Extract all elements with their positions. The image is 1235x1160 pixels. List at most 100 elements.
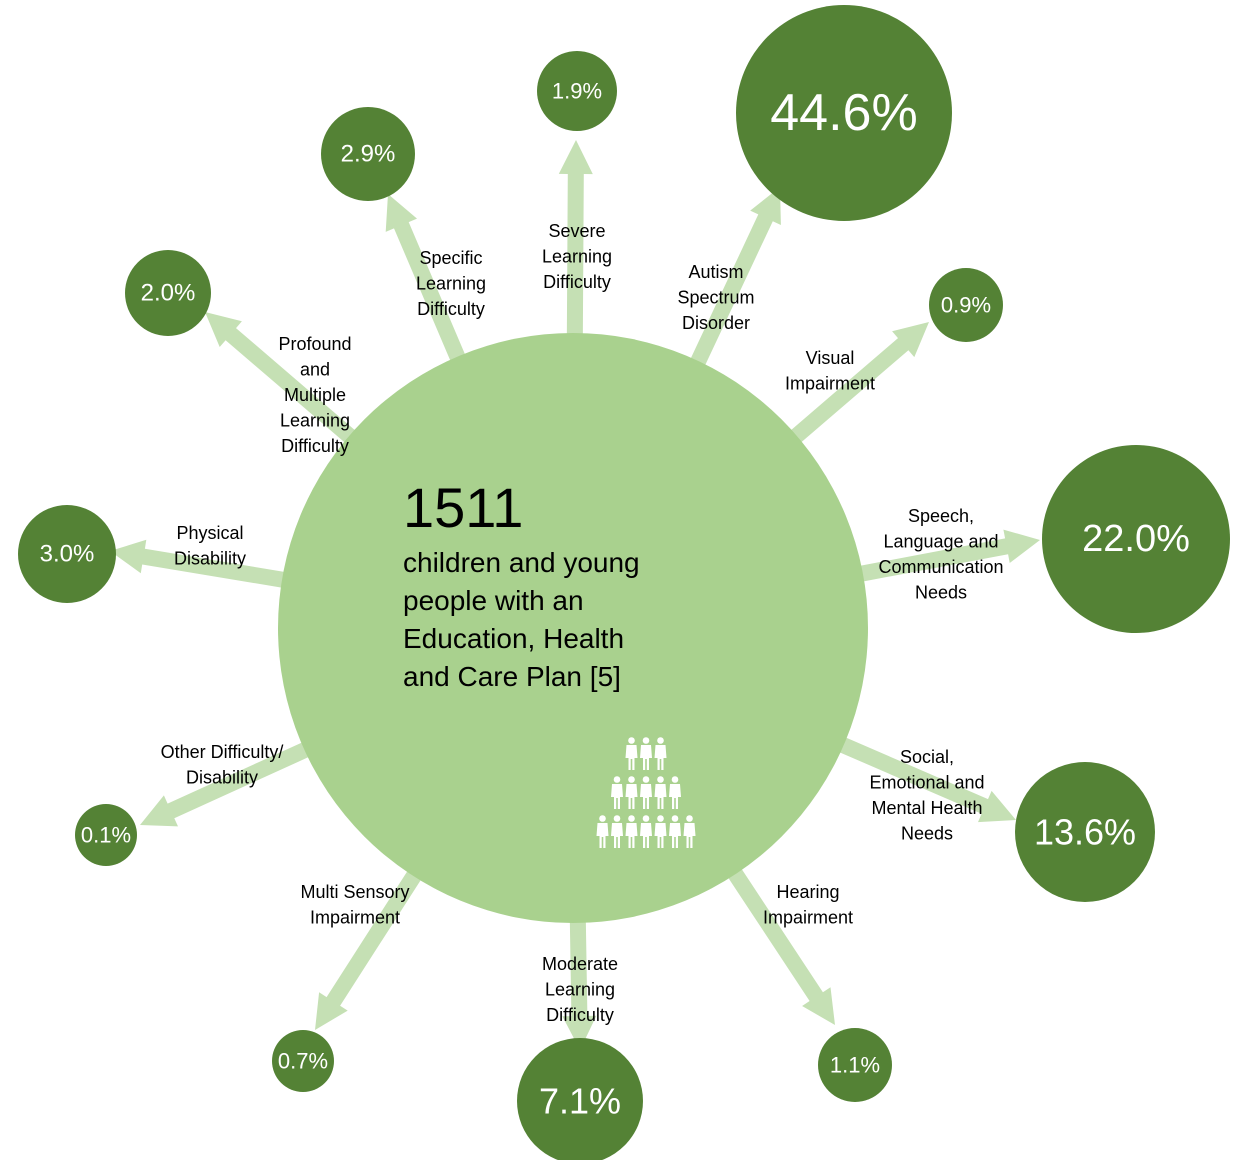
category-label-mld: Moderate Learning Difficulty: [542, 954, 618, 1025]
category-label-line: Impairment: [785, 374, 875, 394]
category-label-spld: Specific Learning Difficulty: [416, 248, 486, 319]
category-label-other: Other Difficulty/Disability: [161, 742, 284, 788]
category-label-msi: Multi Sensory Impairment: [300, 882, 409, 928]
arrow-autism: [686, 187, 781, 374]
bubble-circle-sld: [537, 51, 617, 131]
category-label-line: Social,: [900, 747, 954, 767]
category-label-line: Language and: [883, 532, 998, 552]
category-label-line: Needs: [915, 583, 967, 603]
bubble-circle-mld: [517, 1038, 643, 1160]
category-label-line: Other Difficulty/: [161, 742, 284, 762]
person-figure: [683, 815, 696, 848]
center-description-line: and Care Plan [5]: [403, 661, 621, 692]
bubble-circle-msi: [272, 1030, 334, 1092]
person-figure: [625, 737, 638, 770]
center-description-line: people with an: [403, 585, 584, 616]
center-description-line: Education, Health: [403, 623, 624, 654]
arrow-physical: [110, 539, 294, 590]
percentage-label-autism: 44.6%: [770, 84, 917, 142]
bubble-hearing: 1.1%: [818, 1028, 892, 1102]
bubble-circle-visual: [929, 268, 1003, 342]
arrow-semh: [831, 734, 1016, 823]
bubble-physical: 3.0%: [18, 505, 116, 603]
bubble-circle-slcn: [1042, 445, 1230, 633]
category-label-line: Difficulty: [281, 436, 349, 456]
category-label-hearing: Hearing Impairment: [763, 882, 853, 928]
category-label-line: Autism: [688, 262, 743, 282]
category-label-line: Difficulty: [417, 299, 485, 319]
category-label-line: and: [300, 360, 330, 380]
center-description-line: children and young: [403, 547, 640, 578]
category-label-physical: Physical Disability: [174, 523, 246, 569]
bubble-mld: 7.1%: [517, 1038, 643, 1160]
arrow-visual: [783, 322, 929, 449]
center-number: 1511: [403, 476, 523, 539]
arrow-spld: [385, 194, 469, 369]
person-figure: [611, 776, 623, 809]
category-label-line: Moderate: [542, 954, 618, 974]
percentage-label-other: 0.1%: [81, 823, 131, 848]
category-label-line: Speech,: [908, 506, 974, 526]
bubble-circle-pmld: [125, 250, 211, 336]
category-label-line: Difficulty: [546, 1005, 614, 1025]
category-label-line: Communication: [878, 557, 1003, 577]
percentage-label-mld: 7.1%: [539, 1081, 621, 1122]
bubble-circle-semh: [1015, 762, 1155, 902]
person-figure: [596, 815, 609, 848]
arrow-slcn: [851, 529, 1040, 584]
people-group-icon: [596, 737, 696, 848]
person-figure: [669, 776, 681, 809]
category-label-semh: Social, Emotional and Mental Health Needs: [869, 747, 984, 844]
percentage-label-slcn: 22.0%: [1082, 518, 1190, 560]
category-label-line: Learning: [416, 274, 486, 294]
category-label-line: Difficulty: [543, 272, 611, 292]
percentage-label-hearing: 1.1%: [830, 1053, 880, 1078]
percentage-label-msi: 0.7%: [278, 1049, 328, 1074]
bubble-semh: 13.6%: [1015, 762, 1155, 902]
person-figure: [625, 776, 638, 809]
percentage-label-pmld: 2.0%: [141, 280, 196, 307]
center-circle: [278, 333, 868, 923]
category-label-pmld: Profound and Multiple Learning Difficulty: [278, 334, 351, 456]
bubble-pmld: 2.0%: [125, 250, 211, 336]
percentage-label-physical: 3.0%: [40, 541, 95, 568]
bubble-circle-physical: [18, 505, 116, 603]
category-label-line: Impairment: [763, 908, 853, 928]
person-figure: [654, 815, 667, 848]
bubbles-layer: 44.6% 0.9% 22.0% 13.6% 1.1% 7.1% 0.7% 0.1% 3.0% 2…: [18, 5, 1230, 1160]
person-figure: [654, 776, 667, 809]
category-label-line: Spectrum: [677, 288, 754, 308]
bubble-circle-spld: [321, 107, 415, 201]
person-figure: [640, 737, 652, 770]
category-label-line: Impairment: [310, 908, 400, 928]
person-figure: [625, 815, 638, 848]
bubble-spld: 2.9%: [321, 107, 415, 201]
category-label-line: Disorder: [682, 313, 750, 333]
bubble-sld: 1.9%: [537, 51, 617, 131]
category-label-line: Multi Sensory: [300, 882, 409, 902]
center-description: children and young people with an Educat…: [403, 547, 647, 692]
category-label-line: Learning: [542, 247, 612, 267]
person-figure: [669, 815, 681, 848]
category-label-line: Multiple: [284, 385, 346, 405]
category-label-line: Visual: [806, 348, 855, 368]
bubble-autism: 44.6%: [736, 5, 952, 221]
category-label-line: Specific: [419, 248, 482, 268]
bubble-visual: 0.9%: [929, 268, 1003, 342]
bubble-msi: 0.7%: [272, 1030, 334, 1092]
percentage-label-visual: 0.9%: [941, 293, 991, 318]
category-label-line: Profound: [278, 334, 351, 354]
arrow-pmld: [205, 312, 362, 449]
bubble-circle-other: [75, 804, 137, 866]
category-label-line: Mental Health: [871, 798, 982, 818]
category-label-line: Disability: [174, 549, 246, 569]
category-label-line: Hearing: [776, 882, 839, 902]
bubble-slcn: 22.0%: [1042, 445, 1230, 633]
person-figure: [640, 776, 652, 809]
bubble-circle-hearing: [818, 1028, 892, 1102]
person-figure: [654, 737, 667, 770]
percentage-label-sld: 1.9%: [552, 79, 602, 104]
bubble-circle-autism: [736, 5, 952, 221]
category-label-line: Learning: [545, 980, 615, 1000]
arrow-sld: [558, 140, 593, 344]
